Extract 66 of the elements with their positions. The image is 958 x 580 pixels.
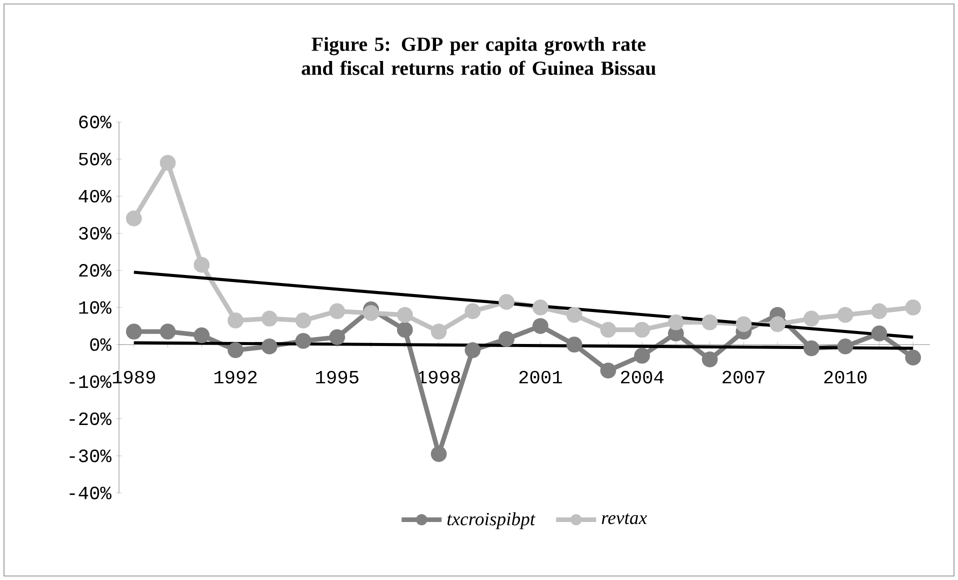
- x-tick-label: 2001: [519, 370, 562, 384]
- legend-label: txcroispibpt: [447, 512, 536, 530]
- legend-label: revtax: [602, 513, 647, 524]
- point: [295, 332, 312, 349]
- chart-title: Figure 5: GDP per capita growth rate and fiscal returns ratio of Guinea Bissau: [302, 36, 656, 76]
- point: [668, 314, 684, 330]
- point: [837, 338, 854, 354]
- y-tick-label: -30%: [70, 450, 112, 462]
- point: [261, 310, 278, 327]
- y-tick-label: 60%: [79, 116, 112, 128]
- x-tick-label: 1989: [112, 370, 156, 384]
- point: [261, 338, 278, 354]
- point: [430, 324, 447, 340]
- point: [736, 316, 752, 332]
- y-tick-label: -20%: [70, 412, 112, 426]
- point: [160, 154, 176, 171]
- point: [464, 303, 481, 320]
- point: [566, 306, 582, 323]
- x-tick-label: 1995: [316, 370, 358, 384]
- point: [532, 300, 548, 316]
- point: [871, 303, 888, 320]
- point: [160, 324, 176, 340]
- point: [498, 331, 514, 347]
- y-tick-label: -40%: [70, 486, 112, 500]
- point: [600, 362, 616, 378]
- point: [329, 303, 346, 320]
- point: [396, 306, 413, 323]
- point: [600, 322, 616, 338]
- point: [430, 446, 447, 462]
- y-tick-label: 20%: [79, 264, 112, 277]
- point: [702, 314, 718, 330]
- y-tick-label: -10%: [70, 375, 112, 388]
- point: [464, 342, 481, 358]
- x-tick-label: 2004: [620, 370, 664, 384]
- point: [295, 312, 312, 328]
- point: [498, 294, 514, 310]
- y-tick-label: 50%: [79, 152, 112, 166]
- point: [837, 306, 854, 323]
- x-tick-label: 1992: [214, 370, 257, 384]
- point: [702, 351, 718, 368]
- point: [634, 348, 650, 364]
- point: [905, 300, 921, 316]
- point: [396, 322, 413, 338]
- point: [532, 318, 548, 334]
- point: [194, 327, 210, 344]
- point: [126, 210, 142, 226]
- y-tick-label: 30%: [79, 226, 112, 240]
- point: [126, 324, 142, 340]
- point: [194, 256, 210, 273]
- y-tick-label: 40%: [78, 190, 112, 203]
- point: [770, 316, 786, 332]
- point: [634, 322, 650, 338]
- point: [871, 326, 888, 342]
- point: [804, 340, 820, 356]
- point: [228, 312, 244, 328]
- y-tick-label: 0%: [90, 338, 112, 351]
- point: [363, 305, 379, 321]
- x-tick-label: 1998: [418, 370, 460, 384]
- y-tick-label: 10%: [79, 301, 112, 314]
- point: [804, 310, 820, 327]
- x-tick-label: 2007: [722, 370, 765, 384]
- x-tick-label: 2010: [824, 370, 867, 384]
- point: [905, 350, 921, 366]
- point: [228, 342, 244, 358]
- point: [329, 329, 346, 346]
- point: [566, 336, 582, 353]
